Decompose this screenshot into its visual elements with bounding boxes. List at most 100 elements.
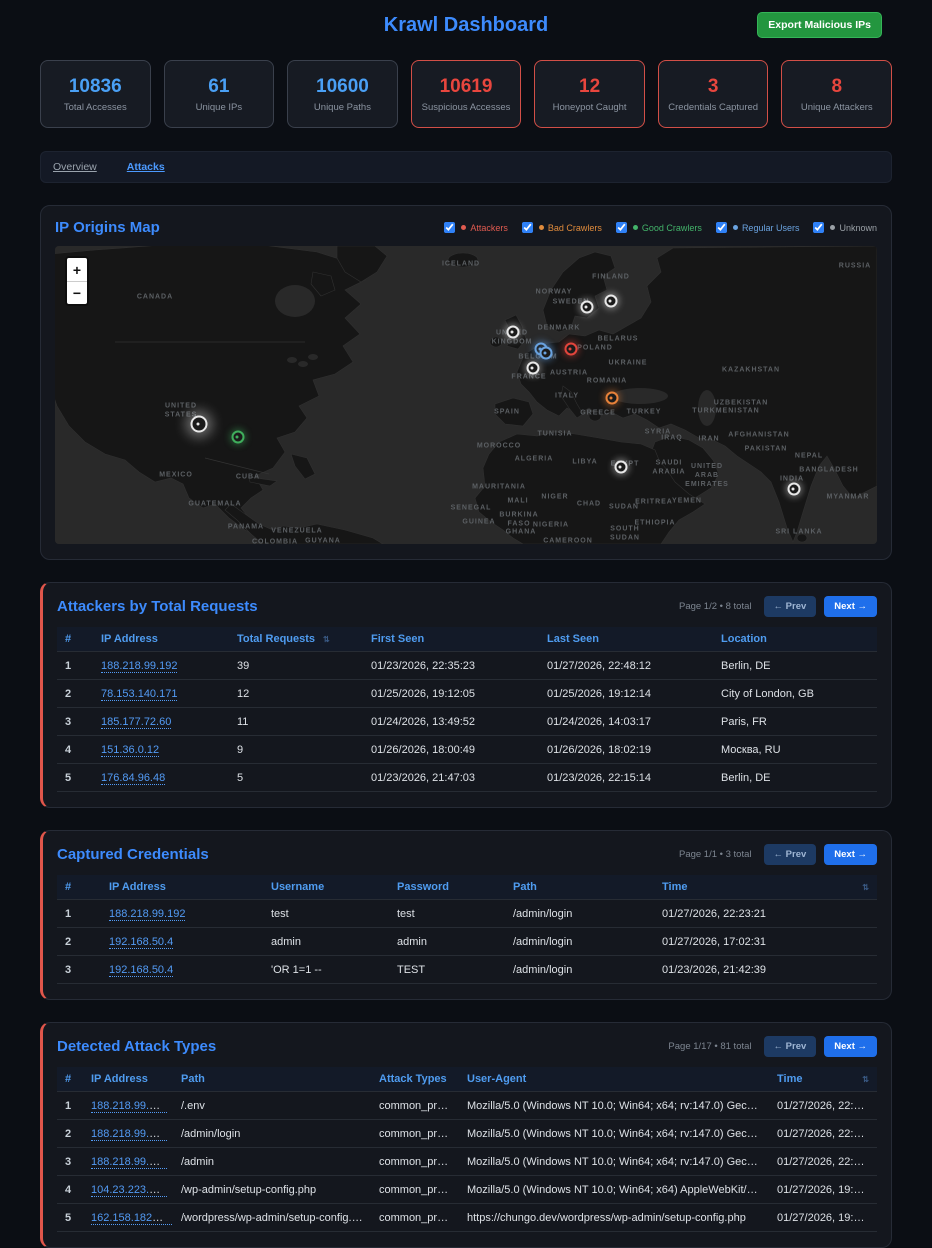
column-header-ip-address: IP Address (91, 1073, 148, 1085)
table-cell: Berlin, DE (713, 763, 877, 792)
ip-address-link[interactable]: 192.168.50.4 (109, 936, 174, 949)
map-marker[interactable] (564, 342, 578, 356)
legend-item-bad-crawlers: Bad Crawlers (521, 222, 602, 233)
ip-address-cell: 104.23.223.128 (83, 1175, 173, 1204)
column-header-ip-address: IP Address (109, 881, 166, 893)
ip-origins-map-card: IP Origins Map Attackers Bad Crawlers Good… (40, 205, 892, 560)
table-row: 1 188.218.99.192 39 01/23/2026, 22:35:23 01/… (57, 652, 877, 680)
column-header-path: Path (181, 1073, 205, 1085)
map-marker[interactable] (190, 415, 208, 433)
stat-card-unique-attackers: 8 Unique Attackers (781, 60, 893, 128)
row-index: 2 (57, 1119, 83, 1148)
stat-card-unique-paths: 10600 Unique Paths (287, 60, 398, 128)
attackers-table: # IP Address Total Requests ⇅ First Seen Last… (57, 627, 877, 792)
stat-value: 10619 (439, 75, 493, 97)
legend-checkbox[interactable] (521, 222, 533, 233)
stats-row: 10836 Total Accesses 61 Unique IPs 10600 Uniq… (40, 60, 893, 128)
ip-address-link[interactable]: 176.84.96.48 (101, 772, 166, 785)
map-marker[interactable] (787, 482, 801, 496)
map-marker[interactable] (539, 346, 553, 360)
legend-checkbox[interactable] (813, 222, 825, 233)
sort-icon[interactable]: ⇅ (323, 635, 330, 644)
table-row: 1 188.218.99.192 test test/admin/login 01/27… (57, 900, 877, 928)
map-marker[interactable] (604, 294, 618, 308)
prev-page-button[interactable]: ← Prev (763, 596, 817, 617)
table-cell: 01/23/2026, 21:42:39 (654, 955, 877, 984)
ip-address-link[interactable]: 188.218.99.192 (101, 660, 178, 673)
map-marker[interactable] (506, 325, 520, 339)
tab-attacks[interactable]: Attacks (126, 161, 165, 173)
ip-address-cell: 188.218.99.192 (101, 900, 263, 928)
legend-label: Regular Users (741, 222, 800, 233)
ip-address-link[interactable]: 162.158.182.104 (91, 1212, 173, 1225)
map-marker[interactable] (580, 300, 594, 314)
legend-item-good-crawlers: Good Crawlers (615, 222, 702, 233)
ip-address-link[interactable]: 192.168.50.4 (109, 964, 174, 977)
table-cell: 01/23/2026, 22:15:14 (539, 763, 713, 792)
ip-address-link[interactable]: 188.218.99.192 (91, 1156, 168, 1169)
table-cell: admin (263, 927, 389, 956)
table-cell: 12 (229, 679, 363, 708)
table-row: 4 104.23.223.128/wp-admin/setup-config.ph… (57, 1175, 877, 1204)
table-cell: /admin/login (505, 955, 654, 984)
legend-checkbox[interactable] (615, 222, 627, 233)
stat-value: 10836 (68, 75, 122, 97)
table-cell: https://chungo.dev/wordpress/wp-admin/se… (459, 1203, 769, 1232)
zoom-out-button[interactable]: − (67, 281, 87, 304)
next-page-button[interactable]: Next → (824, 844, 877, 865)
attackers-table-title: Attackers by Total Requests (57, 598, 258, 615)
table-row: 4 151.36.0.12 9 01/26/2026, 18:00:49 01/26/2… (57, 735, 877, 764)
table-cell: common_probes (371, 1119, 459, 1148)
row-index: 4 (57, 735, 93, 764)
sort-icon[interactable]: ⇅ (862, 883, 869, 892)
map-marker[interactable] (526, 361, 540, 375)
stat-card-honeypot-caught: 12 Honeypot Caught (534, 60, 645, 128)
tab-overview[interactable]: Overview (53, 161, 97, 173)
ip-address-link[interactable]: 104.23.223.128 (91, 1184, 168, 1197)
ip-address-link[interactable]: 188.218.99.192 (91, 1128, 168, 1141)
legend-checkbox[interactable] (715, 222, 727, 233)
legend-checkbox[interactable] (444, 222, 456, 233)
prev-page-button[interactable]: ← Prev (763, 844, 817, 865)
map-marker[interactable] (231, 430, 245, 444)
row-index: 1 (65, 1100, 72, 1112)
column-header-total-requests[interactable]: Total Requests ⇅ (237, 633, 330, 645)
table-cell: TEST (389, 955, 505, 984)
map-legend: Attackers Bad Crawlers Good Crawlers Regula… (444, 222, 877, 233)
world-map[interactable]: ICELAND RUSSIA CANADA FINLAND NORWAY SWEDEN DE… (55, 246, 877, 544)
table-cell: 01/27/2026, 22:48:12 (547, 660, 651, 672)
stat-label: Honeypot Caught (552, 101, 627, 113)
column-header-ip-address: IP Address (101, 633, 158, 645)
row-index: 3 (57, 955, 101, 984)
map-marker[interactable] (605, 391, 619, 405)
next-page-button[interactable]: Next → (824, 1036, 877, 1057)
column-header-last-seen: Last Seen (547, 633, 599, 645)
column-header--: # (65, 633, 72, 645)
map-marker[interactable] (614, 460, 628, 474)
column-header-time[interactable]: Time ⇅ (777, 1073, 869, 1085)
table-cell: Mozilla/5.0 (Windows NT 10.0; Win64; x64… (459, 1147, 769, 1176)
table-cell: Paris, FR (713, 707, 877, 736)
table-cell: Mozilla/5.0 (Windows NT 10.0; Win64; x64… (467, 1100, 769, 1112)
ip-address-link[interactable]: 188.218.99.192 (91, 1100, 168, 1113)
column-header-user-agent: User-Agent (467, 1073, 527, 1085)
table-cell: test (397, 908, 415, 920)
table-cell: 01/27/2026, 19:35:33 (769, 1203, 877, 1232)
ip-address-link[interactable]: 151.36.0.12 (101, 744, 160, 757)
ip-address-cell: 188.218.99.192 (83, 1092, 173, 1120)
ip-address-link[interactable]: 78.153.140.171 (101, 688, 178, 701)
prev-page-button[interactable]: ← Prev (763, 1036, 817, 1057)
zoom-in-button[interactable]: + (67, 258, 87, 281)
table-cell: /wp-admin/setup-config.php (173, 1175, 371, 1204)
next-page-button[interactable]: Next → (824, 596, 877, 617)
column-header-time[interactable]: Time ⇅ (662, 881, 869, 893)
stat-label: Suspicious Accesses (421, 101, 511, 113)
row-index: 5 (57, 1203, 83, 1232)
export-malicious-ips-button[interactable]: Export Malicious IPs (757, 12, 882, 38)
legend-label: Good Crawlers (641, 222, 702, 233)
table-row: 3 188.218.99.192/admin common_probes Mozill… (57, 1147, 877, 1176)
sort-icon[interactable]: ⇅ (862, 1075, 869, 1084)
table-cell: 01/24/2026, 14:03:17 (539, 707, 713, 736)
ip-address-link[interactable]: 185.177.72.60 (101, 716, 172, 729)
ip-address-link[interactable]: 188.218.99.192 (109, 908, 186, 921)
